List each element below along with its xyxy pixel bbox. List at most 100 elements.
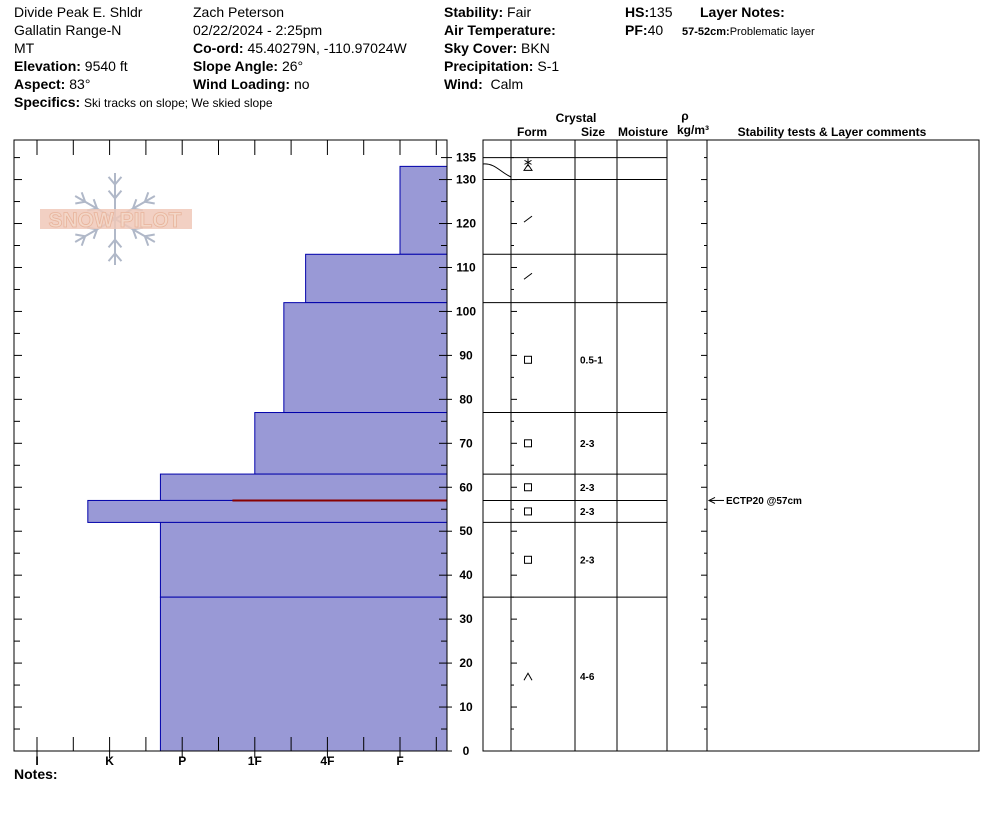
layer-note-range: 57-52cm: [682,26,730,38]
hardness-axis: I K P 1F 4F F [35,751,404,768]
connector-curve [482,163,512,178]
snowflake-branch [144,233,155,238]
stability-label: Stability: [444,4,504,20]
crystal-size: 2-3 [580,555,595,566]
height-label: 0 [463,744,470,758]
crystal-faceted-icon [524,555,532,564]
arrow-head [707,496,716,504]
sky-value: BKN [521,40,550,56]
hardness-bar [159,596,448,752]
height-label: 135 [456,151,476,165]
facet-square [524,355,532,364]
slope-value: 26° [281,58,304,74]
height-label: 80 [459,392,473,406]
datetime: 02/22/2024 - 2:25pm [193,22,323,38]
layer-lines [511,157,667,598]
snowflake-branch [107,190,116,199]
facet-square [524,507,532,516]
coordinates: Co-ord: 45.40279N, -110.97024W [193,39,407,57]
elevation: Elevation: 9540 ft [14,57,128,75]
pf-label: PF: [625,22,648,38]
logo-text: SNOW PILOT [49,209,182,232]
hardness-bar [159,473,448,501]
pf-value: 40 [647,22,664,38]
wind-loading-value: no [293,76,310,92]
crystal-symbols: 0.5-1 2-3 2-3 2-3 2-3 4-6 [523,158,603,683]
precip-label: Precipitation: [444,58,534,74]
snowflake-branch [114,252,123,262]
logo-banner [40,209,192,229]
snowflake-branch [80,192,87,203]
layer-table-frame [482,139,980,752]
size-header: Size [581,125,605,139]
crystal-decomposing-icon [523,272,533,280]
observer: Zach Peterson [193,4,285,20]
hardness-label: I [35,754,38,768]
crystal-size: 0.5-1 [580,355,603,366]
table-ticks [511,157,707,730]
snowflake-branch [92,198,99,209]
snowflake-branch [75,233,86,238]
hs: HS:135 [625,3,672,21]
snowflake-branch [107,239,116,248]
crystal-faceted-icon [524,355,532,364]
specifics: Specifics: Ski tracks on slope; We skied… [14,93,273,112]
crystal-decomposing-icon [523,215,533,223]
state: MT [14,40,35,56]
height-label: 120 [456,217,476,231]
elevation-label: Elevation: [14,58,81,74]
height-label: 90 [459,348,473,362]
crystal-size: 4-6 [580,672,595,683]
crystal-faceted-icon [524,483,532,492]
stability-test-label: ECTP20 @57cm [726,496,802,507]
crystal-header: Crystal [556,111,597,125]
height-label: 70 [459,436,473,450]
snowflake-branch [92,229,99,240]
specifics-label: Specifics: [14,94,81,110]
snowflake-branch [114,239,123,248]
triangle [523,163,533,171]
hardness-label: F [396,754,403,768]
left-ticks [14,157,447,730]
decomposing-stroke [523,272,533,280]
height-label: 100 [456,304,476,318]
wind: Wind: Calm [444,75,523,93]
stability-tests: ECTP20 @57cm [707,496,802,507]
snowflake-branch [131,198,138,209]
snowflake-branch [143,192,150,203]
hardness-bars [87,165,448,752]
hardness-label: 1F [248,754,262,768]
range: Gallatin Range-N [14,22,122,38]
snowflake-icon [40,173,192,265]
height-label: 130 [456,173,476,187]
stability: Stability: Fair [444,3,531,21]
notes-label: Notes: [14,766,58,782]
hardness-bar [283,302,448,414]
density-header: kg/m³ [677,123,709,137]
snowflake-branch [75,200,86,205]
crystal-faceted-icon [524,439,532,448]
snowflake-branch [143,235,150,246]
facet-square [524,483,532,492]
precip-value: S-1 [537,58,560,74]
layer-note-text: Problematic layer [729,26,815,38]
hs-value: 135 [649,4,673,20]
crystal-size: 2-3 [580,483,595,494]
elevation-value: 9540 ft [84,58,128,74]
hardness-label: K [105,754,114,768]
height-label: 110 [456,260,476,274]
coord-value: 45.40279N, -110.97024W [247,40,407,56]
top-ticks [36,140,437,751]
wind-value: Calm [490,76,524,92]
height-axis: 0 10 20 30 40 50 60 70 80 90 100 110 120 130 135 [447,151,476,758]
form-header: Form [517,125,547,139]
hardness-bar [87,499,448,523]
specifics-value: Ski tracks on slope; We skied slope [84,96,273,110]
precipitation: Precipitation: S-1 [444,57,559,75]
height-label: 30 [459,612,473,626]
hardness-bar [254,412,448,475]
depth-hoar-caret [523,672,533,681]
height-label: 10 [459,700,473,714]
snowpilot-logo: SNOW PILOT [40,173,192,265]
hardness-bar [305,253,448,304]
